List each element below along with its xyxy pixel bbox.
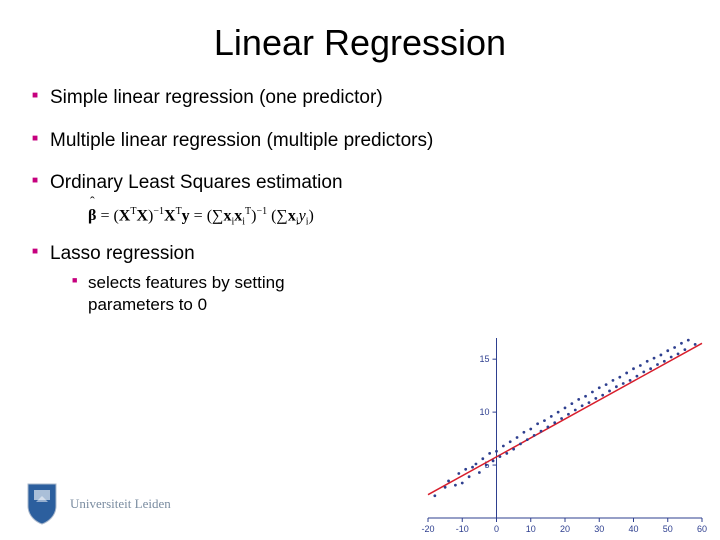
bullet-multiple-regression: Multiple linear regression (multiple pre… <box>32 129 692 154</box>
bullet-list-2: Lasso regression selects features by set… <box>28 242 692 315</box>
logo-text: Universiteit Leiden <box>70 496 171 512</box>
svg-text:15: 15 <box>479 354 489 364</box>
svg-text:20: 20 <box>560 524 570 534</box>
bullet-lasso-label: Lasso regression <box>50 243 195 264</box>
svg-text:-10: -10 <box>456 524 469 534</box>
bullet-ols: Ordinary Least Squares estimation <box>32 171 692 196</box>
svg-text:0: 0 <box>494 524 499 534</box>
bullet-lasso: Lasso regression selects features by set… <box>32 242 692 315</box>
svg-text:30: 30 <box>594 524 604 534</box>
bullet-list: Simple linear regression (one predictor)… <box>28 86 692 196</box>
svg-text:50: 50 <box>663 524 673 534</box>
svg-text:40: 40 <box>628 524 638 534</box>
svg-text:-20: -20 <box>421 524 434 534</box>
sub-bullet-list: selects features by setting parameters t… <box>50 272 692 315</box>
regression-scatter-chart: -20-10010203040506051015 <box>398 330 708 540</box>
page-title: Linear Regression <box>28 22 692 64</box>
university-logo: Universiteit Leiden <box>24 482 171 526</box>
svg-text:10: 10 <box>526 524 536 534</box>
svg-text:10: 10 <box>479 407 489 417</box>
slide: Linear Regression Simple linear regressi… <box>0 0 720 540</box>
svg-text:60: 60 <box>697 524 707 534</box>
sub-bullet-lasso-detail: selects features by setting parameters t… <box>72 272 372 315</box>
ols-formula: β = (XTX)−1XTy = (∑xixiT)−1 (∑xiyi) <box>88 206 692 228</box>
bullet-simple-regression: Simple linear regression (one predictor) <box>32 86 692 111</box>
shield-icon <box>24 482 60 526</box>
